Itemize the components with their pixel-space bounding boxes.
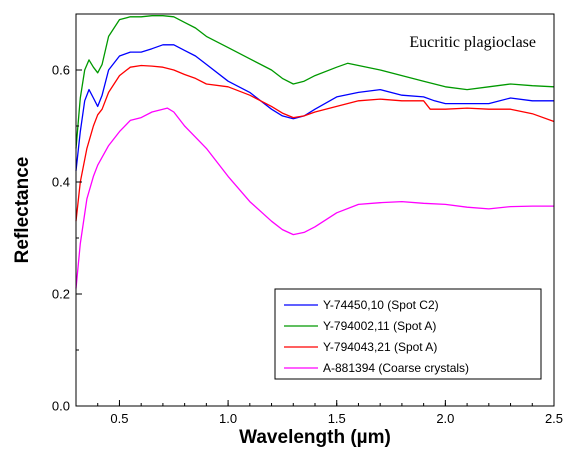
x-tick-label: 2.0 bbox=[436, 411, 454, 426]
series-line-1 bbox=[75, 15, 555, 149]
x-tick-label: 1.0 bbox=[219, 411, 237, 426]
legend-label-3: A-881394 (Coarse crystals) bbox=[323, 361, 469, 375]
series-line-0 bbox=[75, 44, 554, 171]
x-axis-label: Wavelength (µm) bbox=[239, 427, 391, 448]
y-tick-label: 0.0 bbox=[52, 399, 70, 414]
legend-label-1: Y-794002,11 (Spot A) bbox=[323, 319, 436, 333]
x-tick-label: 1.5 bbox=[328, 411, 346, 426]
y-axis-label: Reflectance bbox=[12, 157, 33, 264]
y-tick-label: 0.4 bbox=[52, 175, 70, 190]
legend-label-2: Y-794043,21 (Spot A) bbox=[323, 340, 437, 354]
series-line-3 bbox=[75, 107, 554, 289]
y-tick-label: 0.6 bbox=[52, 63, 70, 78]
x-tick-label: 0.5 bbox=[110, 411, 128, 426]
legend-label-0: Y-74450,10 (Spot C2) bbox=[323, 298, 439, 312]
x-tick-label: 2.5 bbox=[545, 411, 563, 426]
y-axis-ticks: 0.0 0.2 0.4 0.6 bbox=[52, 63, 82, 414]
series-line-2 bbox=[75, 64, 555, 222]
x-axis-ticks: 0.5 1.0 1.5 2.0 2.5 bbox=[97, 400, 563, 426]
series-layer bbox=[75, 15, 555, 289]
legend-box bbox=[274, 288, 542, 380]
y-tick-label: 0.2 bbox=[52, 287, 70, 302]
legend: Y-74450,10 (Spot C2) Y-794002,11 (Spot A… bbox=[274, 288, 542, 380]
chart-annotation: Eucritic plagioclase bbox=[409, 34, 536, 51]
